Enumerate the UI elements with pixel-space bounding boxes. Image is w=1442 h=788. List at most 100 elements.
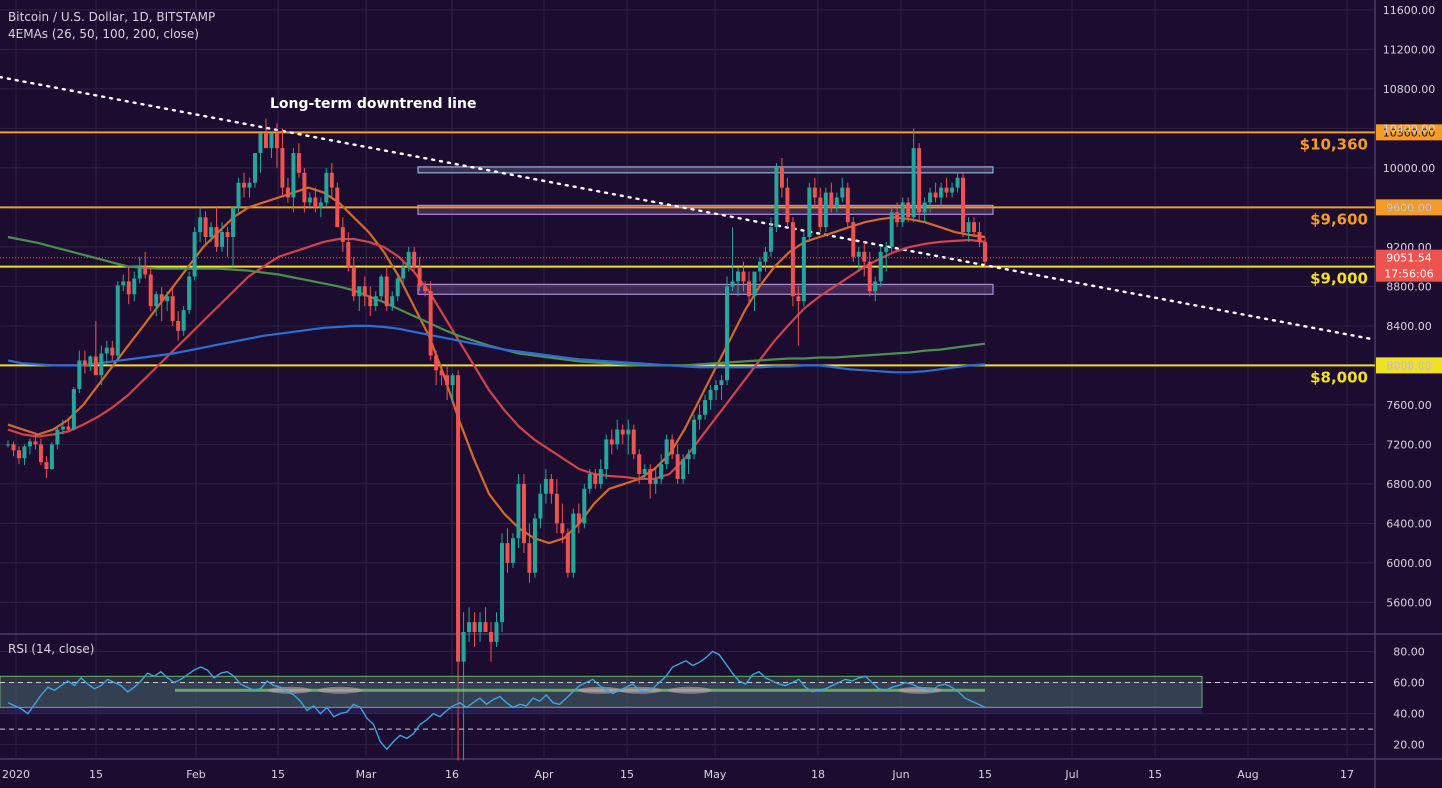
- candle: [384, 266, 389, 312]
- level-axis-tag: [1376, 124, 1442, 141]
- time-tick-label: Jul: [1064, 768, 1078, 781]
- candle: [681, 454, 686, 484]
- candle: [889, 207, 894, 252]
- downtrend-annotation: Long-term downtrend line: [270, 96, 477, 112]
- candle: [906, 197, 911, 223]
- time-tick-label: Apr: [534, 768, 554, 781]
- candle-body: [357, 286, 362, 297]
- candle: [543, 469, 548, 504]
- candle: [670, 434, 675, 460]
- candle: [955, 172, 960, 193]
- candle: [884, 241, 889, 272]
- candle-body: [220, 232, 225, 247]
- candle-body: [670, 439, 675, 455]
- candle: [961, 172, 966, 237]
- candle-body: [505, 543, 510, 563]
- candle: [796, 286, 801, 346]
- candle-body: [456, 375, 461, 662]
- candle-body: [269, 133, 274, 149]
- candle-body: [472, 622, 477, 632]
- candle: [966, 217, 971, 242]
- candle: [472, 612, 477, 647]
- candle: [456, 370, 461, 761]
- candle: [38, 438, 43, 466]
- candle: [351, 256, 356, 302]
- candle-body: [576, 513, 581, 524]
- candle: [653, 469, 658, 494]
- candle-body: [55, 429, 60, 445]
- ema-line-1: [7, 186, 986, 545]
- candle: [318, 197, 323, 218]
- candle-body: [516, 483, 521, 539]
- time-tick-label: Feb: [186, 768, 205, 781]
- candle: [779, 158, 784, 198]
- candle-body: [209, 227, 214, 237]
- candle-body: [604, 439, 609, 470]
- candle-body: [335, 187, 340, 228]
- candle: [198, 207, 203, 242]
- rsi-legend: RSI (14, close): [8, 642, 95, 656]
- candle-body: [121, 281, 126, 286]
- candle-body: [933, 192, 938, 198]
- candle-body: [527, 543, 532, 573]
- candle: [165, 291, 170, 312]
- candle-body: [181, 310, 186, 331]
- candle: [768, 217, 773, 257]
- candle-body: [697, 414, 702, 420]
- candle-body: [642, 469, 647, 474]
- candle: [357, 286, 362, 312]
- candle-body: [439, 370, 444, 376]
- candle-body: [867, 261, 872, 292]
- rsi-line: [7, 650, 986, 751]
- candle-body: [593, 474, 598, 484]
- candle-body: [66, 426, 71, 430]
- candle: [11, 441, 16, 457]
- candle: [82, 350, 87, 374]
- level-axis-tag: [1376, 199, 1442, 216]
- candle: [757, 256, 762, 282]
- candle-body: [977, 232, 982, 242]
- candle: [741, 261, 746, 292]
- chart-title: Bitcoin / U.S. Dollar, 1D, BITSTAMP: [8, 10, 216, 24]
- candle-body: [242, 182, 247, 188]
- candle-body: [664, 439, 669, 465]
- current-price-label: 9051.54: [1386, 252, 1432, 265]
- candle-body: [746, 281, 751, 297]
- candle-body: [225, 232, 230, 237]
- candle: [27, 438, 32, 455]
- candle: [582, 483, 587, 529]
- candle-body: [686, 454, 691, 460]
- candle: [736, 266, 741, 297]
- candle-body: [467, 622, 472, 632]
- candle: [395, 276, 400, 302]
- candle-body: [33, 441, 38, 445]
- price-tick-label: 11600.00: [1383, 4, 1436, 17]
- candle-body: [494, 622, 499, 642]
- candle: [527, 523, 532, 583]
- candle: [516, 474, 521, 549]
- time-tick-label: Mar: [356, 768, 377, 781]
- candle-body: [499, 543, 504, 623]
- candle-body: [955, 177, 960, 188]
- candle: [203, 211, 208, 245]
- candle: [703, 395, 708, 420]
- price-tick-label: 11200.00: [1383, 43, 1436, 56]
- candle-body: [395, 278, 400, 297]
- candle: [560, 503, 565, 544]
- candle: [554, 478, 559, 534]
- price-tick-label: 7200.00: [1386, 438, 1432, 451]
- candle-body: [236, 182, 241, 208]
- candle-body: [763, 251, 768, 262]
- time-tick-label: 15: [89, 768, 103, 781]
- candle: [340, 217, 345, 252]
- candle-body: [736, 271, 741, 282]
- candle: [121, 274, 126, 292]
- candle: [231, 207, 236, 267]
- candle-body: [944, 187, 949, 193]
- candle-body: [340, 227, 345, 242]
- candle: [812, 177, 817, 208]
- candle: [785, 177, 790, 228]
- candle: [499, 533, 504, 632]
- candle: [428, 281, 433, 361]
